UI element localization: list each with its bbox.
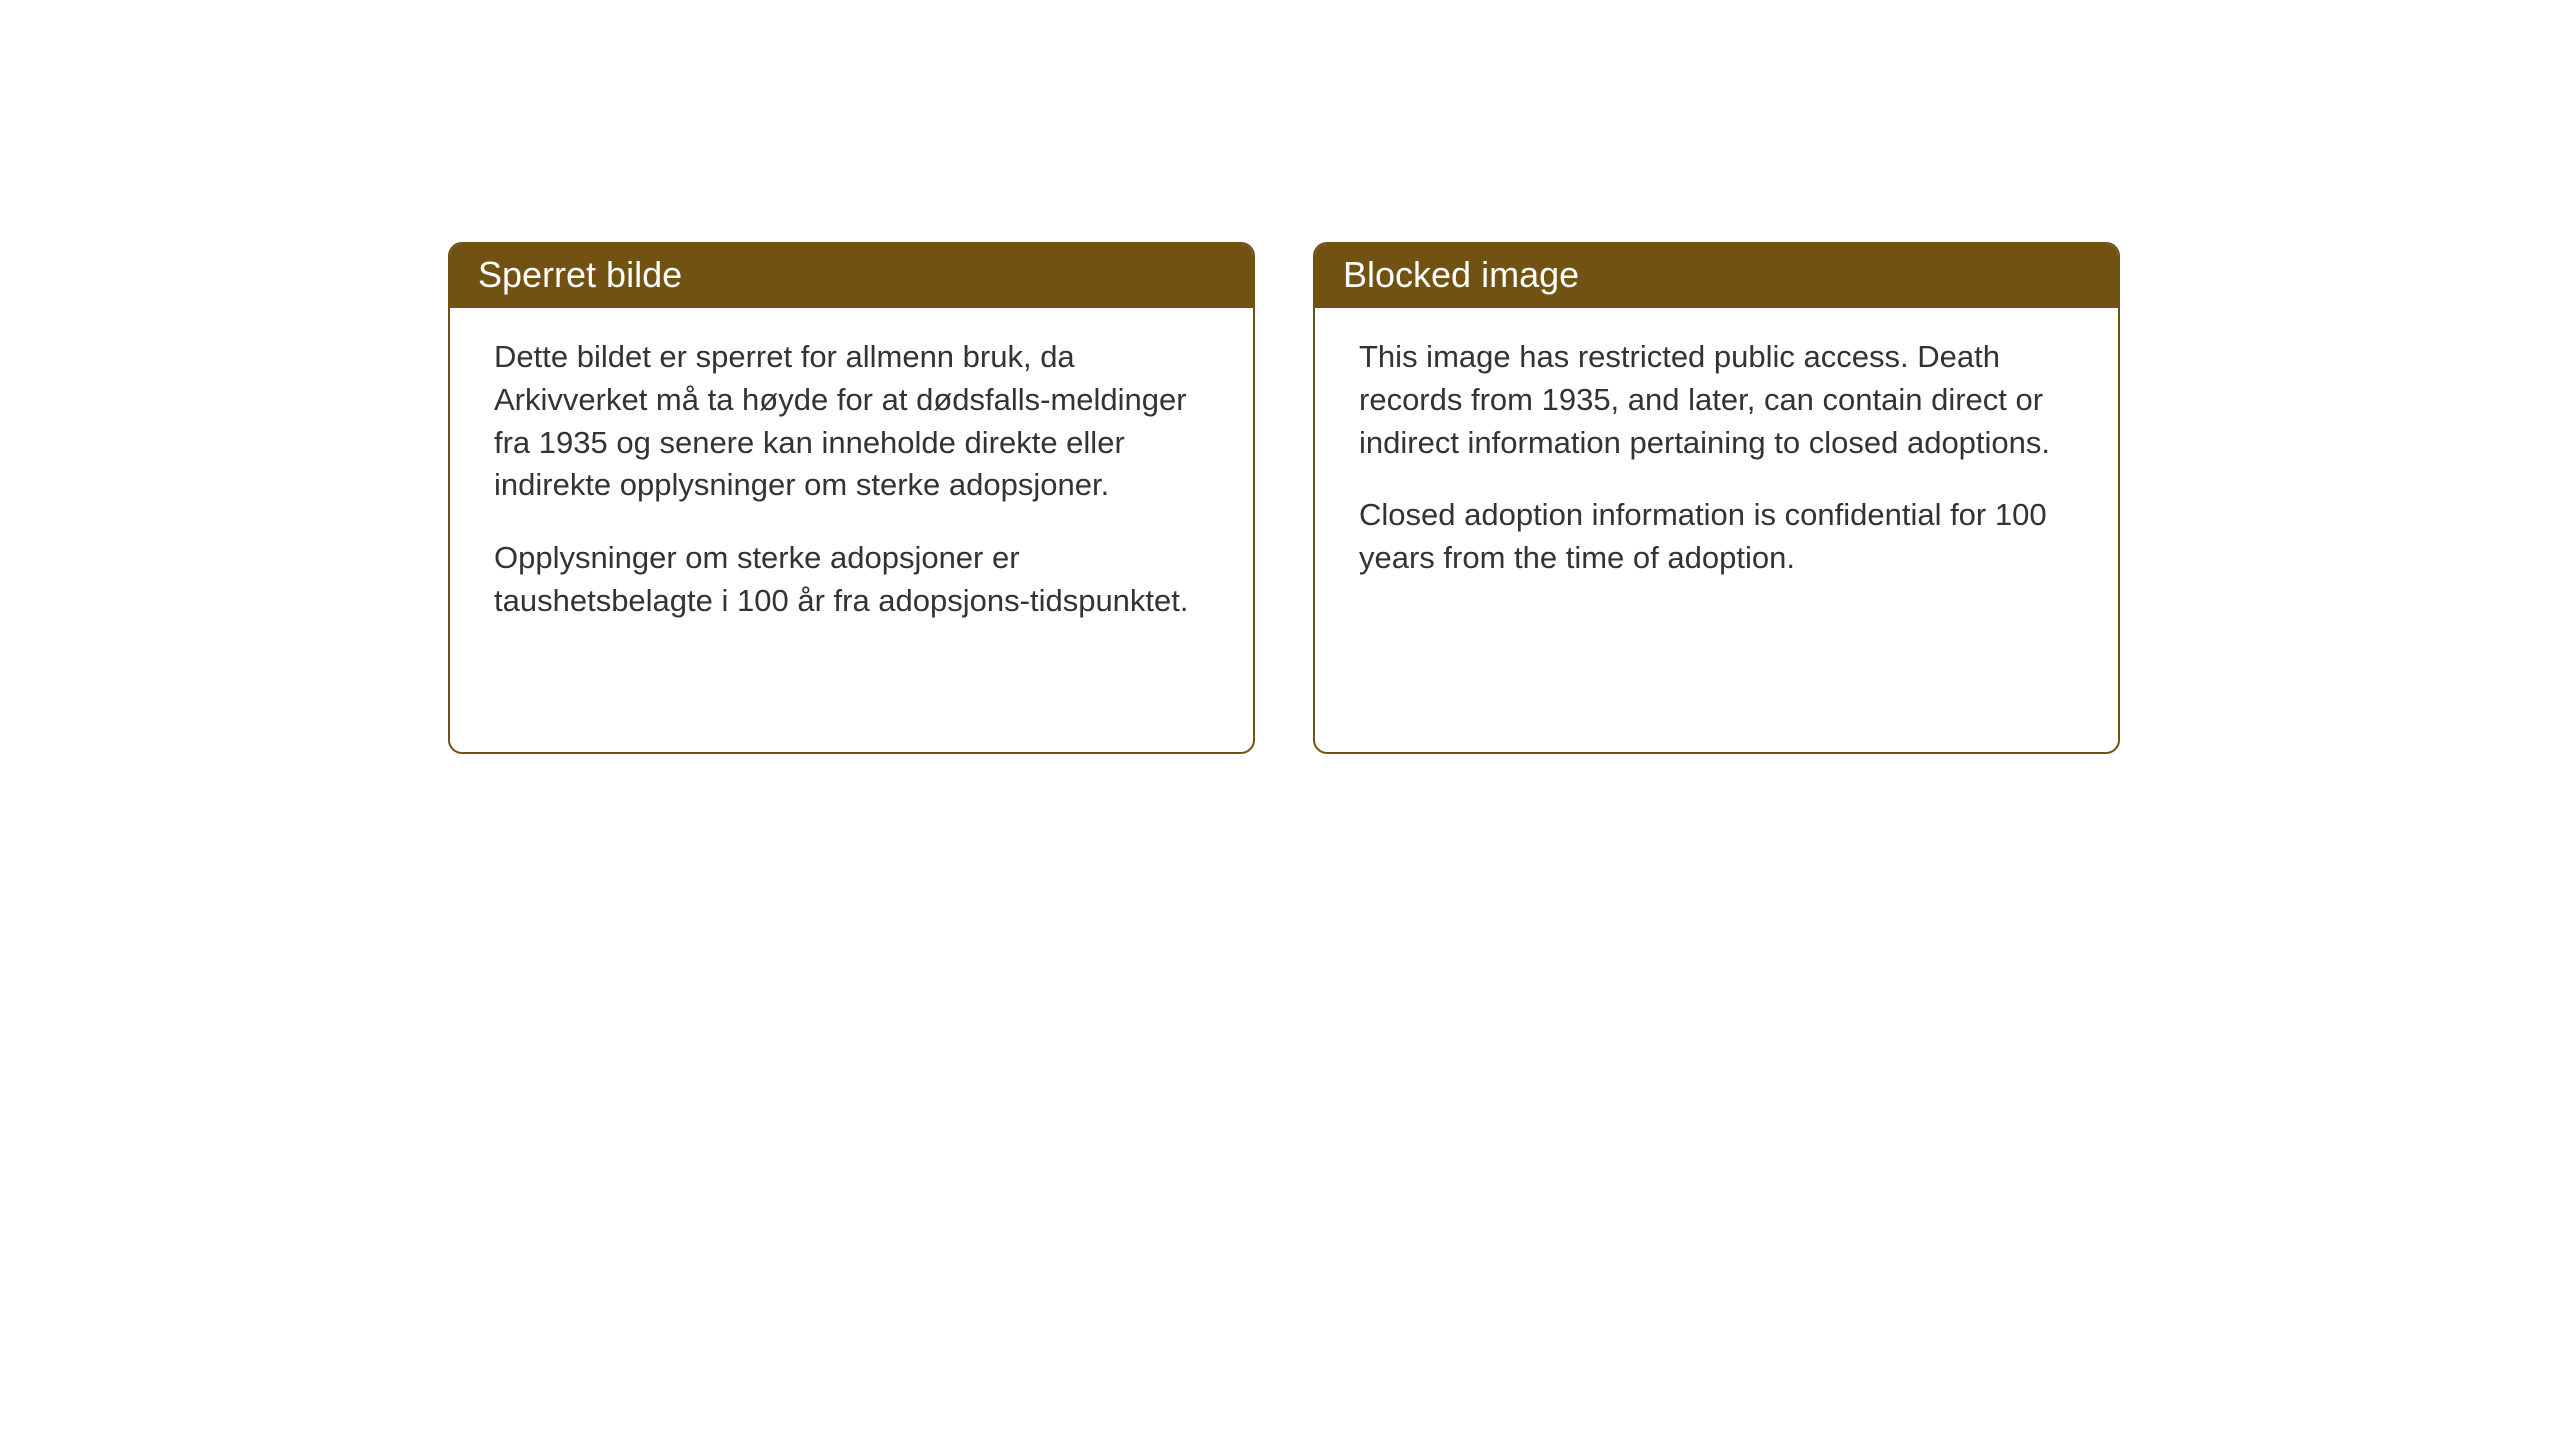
norwegian-panel-body: Dette bildet er sperret for allmenn bruk…	[450, 308, 1253, 659]
norwegian-paragraph-1: Dette bildet er sperret for allmenn bruk…	[494, 336, 1209, 507]
english-paragraph-1: This image has restricted public access.…	[1359, 336, 2074, 464]
norwegian-panel-title: Sperret bilde	[450, 244, 1253, 308]
english-panel: Blocked image This image has restricted …	[1313, 242, 2120, 754]
english-paragraph-2: Closed adoption information is confident…	[1359, 494, 2074, 580]
english-panel-title: Blocked image	[1315, 244, 2118, 308]
notice-container: Sperret bilde Dette bildet er sperret fo…	[448, 242, 2120, 754]
norwegian-panel: Sperret bilde Dette bildet er sperret fo…	[448, 242, 1255, 754]
english-panel-body: This image has restricted public access.…	[1315, 308, 2118, 616]
norwegian-paragraph-2: Opplysninger om sterke adopsjoner er tau…	[494, 537, 1209, 623]
